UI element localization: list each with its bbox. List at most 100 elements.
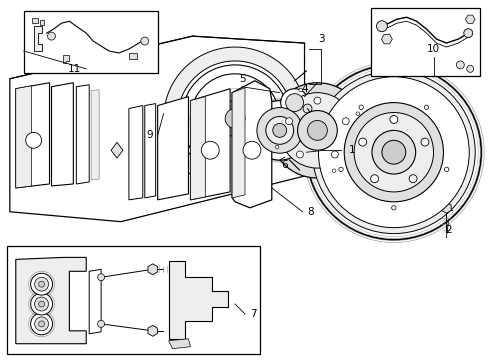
Text: 2: 2 [444,225,451,235]
Polygon shape [168,339,190,349]
Polygon shape [16,83,49,188]
Polygon shape [51,83,73,186]
Circle shape [297,111,337,150]
Polygon shape [157,96,188,200]
Circle shape [463,29,472,37]
Text: 3: 3 [317,34,324,44]
Circle shape [98,320,104,327]
Polygon shape [190,89,230,200]
Circle shape [420,138,428,146]
Polygon shape [232,88,244,198]
Circle shape [389,116,397,123]
Circle shape [31,313,52,335]
Circle shape [332,169,335,172]
Polygon shape [34,26,41,51]
Circle shape [338,167,343,172]
Circle shape [217,100,252,136]
Circle shape [265,117,293,144]
Circle shape [35,297,48,311]
Circle shape [98,274,104,281]
Circle shape [280,89,308,117]
Circle shape [306,65,480,239]
Circle shape [39,281,44,287]
Circle shape [298,88,302,92]
Polygon shape [190,96,205,200]
Bar [40,20,43,25]
Circle shape [39,301,44,307]
Circle shape [307,121,326,140]
Circle shape [285,118,292,125]
Circle shape [35,277,48,291]
Circle shape [381,140,405,164]
Polygon shape [148,264,157,275]
Circle shape [141,37,148,45]
Bar [24,11,157,73]
Bar [129,53,137,59]
Circle shape [331,151,338,158]
Circle shape [353,113,433,192]
Circle shape [424,105,428,109]
Circle shape [318,77,468,228]
Circle shape [296,151,303,158]
Text: 1: 1 [348,145,355,155]
Polygon shape [381,34,391,44]
Circle shape [466,66,473,72]
Circle shape [31,293,52,315]
Circle shape [249,100,309,160]
Circle shape [201,141,219,159]
Circle shape [355,112,359,116]
Text: 5: 5 [238,74,245,84]
Circle shape [47,32,55,40]
Polygon shape [111,142,122,158]
Circle shape [39,321,44,327]
Circle shape [358,105,363,109]
Polygon shape [168,261,228,339]
Polygon shape [148,325,157,336]
Polygon shape [63,55,69,63]
Circle shape [455,61,463,69]
Polygon shape [91,90,99,180]
Polygon shape [89,269,101,334]
Circle shape [285,94,303,112]
Circle shape [243,141,260,159]
Polygon shape [16,257,86,344]
Circle shape [408,175,416,183]
Text: 7: 7 [249,309,256,319]
Polygon shape [10,36,304,222]
Circle shape [358,138,366,146]
Bar [370,8,479,76]
Polygon shape [465,15,474,23]
Polygon shape [76,85,89,184]
Circle shape [224,109,244,129]
Polygon shape [16,86,32,188]
Circle shape [269,83,365,178]
Text: 8: 8 [307,207,313,217]
Text: 11: 11 [68,64,81,74]
Text: 6: 6 [281,160,287,170]
Circle shape [391,206,395,210]
Bar [32,18,38,23]
Circle shape [279,93,354,168]
Polygon shape [163,47,306,186]
Circle shape [35,317,48,331]
Circle shape [342,118,348,125]
Circle shape [444,167,448,172]
Circle shape [31,273,52,295]
Polygon shape [441,202,450,213]
Circle shape [26,132,41,148]
Circle shape [371,130,415,174]
Circle shape [344,103,443,202]
Polygon shape [129,105,142,200]
Bar [7,247,259,354]
Polygon shape [232,81,271,208]
Polygon shape [144,104,155,198]
Circle shape [303,104,311,113]
Circle shape [256,108,302,153]
Circle shape [312,71,474,234]
Text: 4: 4 [301,84,307,94]
Circle shape [275,145,278,149]
Text: 9: 9 [146,130,152,140]
Text: 10: 10 [426,44,439,54]
Circle shape [370,175,378,183]
Circle shape [272,123,286,137]
